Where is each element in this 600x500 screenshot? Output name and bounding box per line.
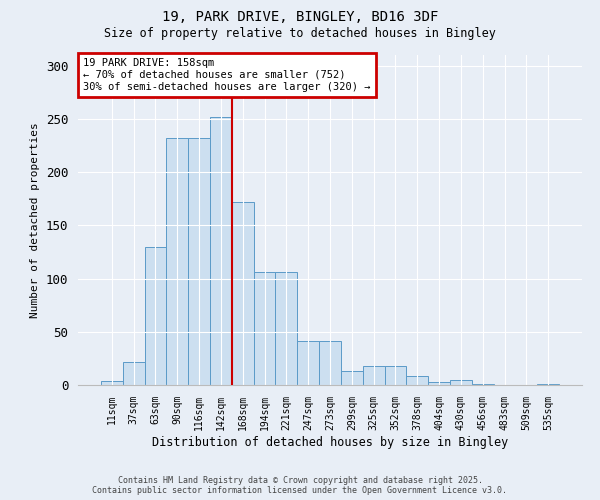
Bar xyxy=(341,371,363,385)
Bar xyxy=(406,376,428,385)
Bar xyxy=(297,342,319,385)
Bar xyxy=(232,202,254,385)
Bar xyxy=(450,380,472,385)
Bar xyxy=(319,342,341,385)
X-axis label: Distribution of detached houses by size in Bingley: Distribution of detached houses by size … xyxy=(152,436,508,448)
Bar xyxy=(363,366,385,385)
Text: Size of property relative to detached houses in Bingley: Size of property relative to detached ho… xyxy=(104,28,496,40)
Bar xyxy=(428,382,450,385)
Bar xyxy=(254,272,275,385)
Bar xyxy=(123,362,145,385)
Text: 19, PARK DRIVE, BINGLEY, BD16 3DF: 19, PARK DRIVE, BINGLEY, BD16 3DF xyxy=(162,10,438,24)
Y-axis label: Number of detached properties: Number of detached properties xyxy=(30,122,40,318)
Bar xyxy=(472,384,494,385)
Bar xyxy=(385,366,406,385)
Bar xyxy=(210,116,232,385)
Bar xyxy=(166,138,188,385)
Bar xyxy=(101,380,123,385)
Text: 19 PARK DRIVE: 158sqm
← 70% of detached houses are smaller (752)
30% of semi-det: 19 PARK DRIVE: 158sqm ← 70% of detached … xyxy=(83,58,371,92)
Bar xyxy=(188,138,210,385)
Bar xyxy=(145,246,166,385)
Bar xyxy=(537,384,559,385)
Bar xyxy=(275,272,297,385)
Text: Contains HM Land Registry data © Crown copyright and database right 2025.
Contai: Contains HM Land Registry data © Crown c… xyxy=(92,476,508,495)
